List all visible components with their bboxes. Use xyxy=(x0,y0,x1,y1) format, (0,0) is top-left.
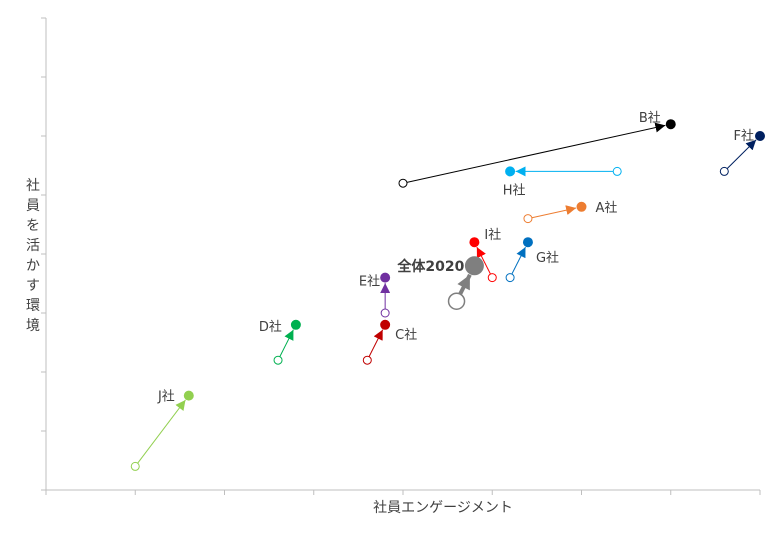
arrow-line-0 xyxy=(531,205,577,219)
arrow-line-10 xyxy=(457,273,472,295)
end-point-4 xyxy=(380,272,391,283)
y-axis-title-char: 境 xyxy=(26,318,40,334)
y-axis-title-char: を xyxy=(26,218,40,234)
end-point-10 xyxy=(464,256,484,276)
point-label-6: G社 xyxy=(536,250,559,266)
end-point-6 xyxy=(522,237,533,248)
start-point-7 xyxy=(612,166,622,176)
point-label-0: A社 xyxy=(596,200,618,216)
y-axis-title-char: 活 xyxy=(26,238,40,254)
start-point-3 xyxy=(273,355,283,365)
end-point-7 xyxy=(505,166,516,177)
start-point-1 xyxy=(398,178,408,188)
point-label-7: H社 xyxy=(503,182,526,198)
arrow-line-1 xyxy=(406,122,666,183)
y-axis-title-char: 環 xyxy=(26,298,40,314)
end-point-8 xyxy=(469,237,480,248)
arrow-line-8 xyxy=(476,246,491,275)
start-point-9 xyxy=(130,461,140,471)
x-axis-title: 社員エンゲージメント xyxy=(373,500,513,516)
y-axis-title-char: か xyxy=(26,258,40,274)
y-axis-title-char: す xyxy=(26,278,40,294)
point-label-5: F社 xyxy=(734,128,754,144)
y-axis-title-char: 員 xyxy=(26,198,40,214)
start-point-5 xyxy=(719,166,729,176)
arrow-line-9 xyxy=(137,399,186,464)
start-point-4 xyxy=(380,308,390,318)
end-point-5 xyxy=(755,131,765,141)
arrow-line-5 xyxy=(726,139,757,169)
end-point-0 xyxy=(576,201,587,212)
end-point-2 xyxy=(380,319,391,330)
start-point-6 xyxy=(505,273,515,283)
end-point-3 xyxy=(290,319,301,330)
start-point-10 xyxy=(447,292,466,310)
start-point-2 xyxy=(362,355,372,365)
y-axis-title-char: 社 xyxy=(26,178,40,194)
point-label-1: B社 xyxy=(639,110,661,126)
end-point-9 xyxy=(183,390,194,401)
point-label-4: E社 xyxy=(359,274,380,290)
point-label-8: I社 xyxy=(484,227,501,243)
end-point-1 xyxy=(665,119,676,130)
point-label-3: D社 xyxy=(259,319,282,335)
start-point-8 xyxy=(487,273,497,283)
arrow-line-3 xyxy=(279,329,294,357)
point-label-10: 全体2020 xyxy=(396,258,464,275)
arrow-line-2 xyxy=(368,329,384,357)
point-label-9: J社 xyxy=(157,389,175,405)
arrow-line-6 xyxy=(511,246,526,275)
start-point-0 xyxy=(523,214,533,224)
point-label-2: C社 xyxy=(395,327,417,343)
